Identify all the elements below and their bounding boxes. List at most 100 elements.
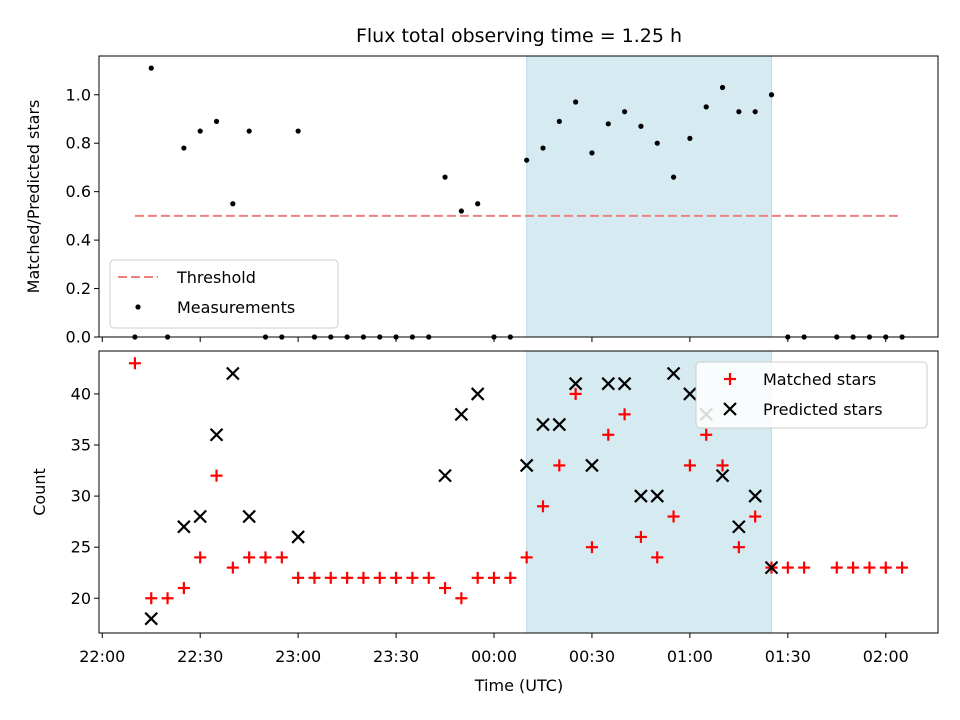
x-tick-label: 02:00 [863,647,909,666]
matched-star-point [618,408,631,421]
measurement-point [736,109,742,115]
legend-threshold-label: Threshold [176,268,256,287]
measurement-point [687,135,693,141]
matched-star-point [651,551,664,564]
matched-star-point [292,571,305,584]
predicted-star-point [650,489,665,503]
matched-star-point [569,387,582,400]
predicted-stars-series [144,366,779,626]
legend-matched-label: Matched stars [763,370,876,389]
measurement-point [654,140,660,146]
x-tick-label: 22:30 [177,647,223,666]
measurement-point [589,150,595,156]
matched-star-point [602,428,615,441]
x-tick-label: 01:30 [765,647,811,666]
matched-star-point [504,571,517,584]
predicted-star-point [683,387,697,401]
measurement-point [213,118,220,125]
legend-measurements-swatch [135,304,141,310]
predicted-star-point [470,387,485,401]
counts-panel: 20 25 30 35 40 22:00 22:30 23:00 23:30 00:00 00:3… [30,350,939,695]
y-tick-label: 0.2 [66,279,91,298]
matched-star-point [357,571,370,584]
ratio-legend: Threshold Measurements [109,259,339,329]
measurement-point [719,84,726,91]
predicted-star-point [552,417,567,432]
matched-star-point [422,571,435,584]
legend-predicted-swatch [723,402,737,416]
predicted-star-point [536,417,550,432]
x-axis-label: Time (UTC) [474,676,563,695]
counts-legend-box [695,361,928,429]
predicted-star-point [519,458,534,473]
measurement-point [458,208,464,214]
matched-star-point [585,541,598,554]
measurement-point [605,121,611,127]
measurement-point [556,118,562,125]
matched-star-point [406,571,419,584]
matched-star-point [341,571,354,584]
predicted-star-point [732,519,746,534]
predicted-star-point [601,376,616,391]
predicted-star-point [715,468,730,483]
matched-star-point [373,571,386,584]
matched-star-point [128,357,141,370]
matched-star-point [439,582,452,595]
matched-star-point [879,561,892,574]
counts-y-axis-label: Count [30,468,49,516]
measurement-point [540,145,546,151]
y-tick-label: 20 [71,589,91,608]
y-tick-label: 0.6 [66,182,91,201]
matched-star-point [226,561,239,574]
predicted-star-point [634,489,648,503]
measurement-point [181,145,187,151]
matched-star-point [324,571,337,584]
y-tick-label: 35 [71,436,91,455]
matched-star-point [145,592,158,605]
observing-window-shade [526,55,773,338]
measurement-point [621,109,628,115]
matched-star-point [194,551,207,564]
matched-star-point [536,500,549,513]
matched-star-point [553,459,566,472]
measurement-point [442,174,448,180]
predicted-star-point [438,468,452,483]
predicted-star-point [144,611,159,626]
measurement-point [148,65,154,71]
predicted-star-point [209,428,224,442]
x-tick-label: 00:00 [471,647,517,666]
counts-legend: Matched stars Predicted stars [695,361,928,429]
x-tick-label: 23:00 [275,647,321,666]
matched-star-point [455,592,468,605]
matched-star-point [520,551,533,564]
y-tick-label: 40 [71,384,91,403]
measurement-point [230,201,236,207]
measurement-point [197,128,203,134]
legend-matched-swatch [724,373,736,385]
predicted-star-point [242,509,256,524]
matched-star-point [863,561,876,574]
x-tick-label: 00:30 [569,647,615,666]
x-tick-label: 22:00 [79,647,125,666]
matched-star-point [781,561,794,574]
measurement-point [703,104,709,110]
matched-star-point [830,561,843,574]
measurement-point [246,128,252,134]
matched-star-point [177,582,190,595]
y-tick-label: 0.4 [66,231,91,250]
predicted-star-point [291,530,305,544]
measurement-point [768,92,775,98]
predicted-star-point [585,458,599,473]
ratio-y-axis-label: Matched/Predicted stars [24,100,43,294]
matched-star-point [308,571,321,584]
matched-star-point [700,428,713,441]
y-tick-label: 25 [71,538,91,557]
matched-star-point [488,571,501,584]
counts-y-axis-ticks: 20 25 30 35 40 [71,384,99,608]
ratio-panel: 0.0 0.2 0.4 0.6 0.8 1.0 Matched/Predicted sta… [24,55,939,347]
measurement-point [670,174,677,180]
predicted-star-point [764,560,779,575]
